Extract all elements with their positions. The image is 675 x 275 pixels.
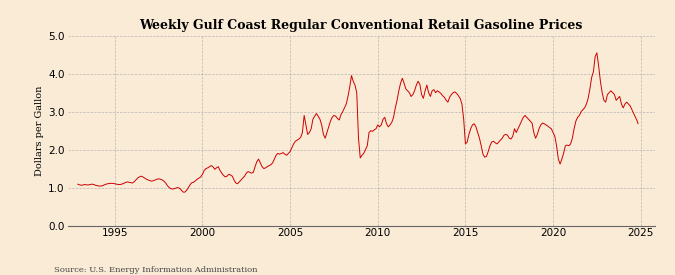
- Text: Source: U.S. Energy Information Administration: Source: U.S. Energy Information Administ…: [54, 266, 257, 274]
- Title: Weekly Gulf Coast Regular Conventional Retail Gasoline Prices: Weekly Gulf Coast Regular Conventional R…: [140, 19, 583, 32]
- Y-axis label: Dollars per Gallon: Dollars per Gallon: [35, 86, 44, 176]
